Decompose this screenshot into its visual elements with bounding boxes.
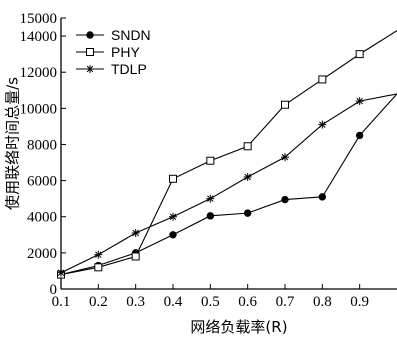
marker-tdlp <box>318 120 327 129</box>
y-tick-label: 10000 <box>20 101 58 117</box>
y-tick-label: 8000 <box>27 137 57 153</box>
marker-phy <box>131 252 140 261</box>
series-line-sndn <box>60 93 397 276</box>
marker-phy <box>94 263 103 272</box>
marker-phy <box>86 48 94 56</box>
y-tick-label: 6000 <box>27 174 57 190</box>
legend-item-tdlp: TDLP <box>76 61 147 77</box>
legend-label: SNDN <box>111 27 151 43</box>
x-tick-label: 0.9 <box>350 294 369 310</box>
axes: 0.1 0.2 0.3 0.4 0.5 0.6 0.7 0.8 0.9 0 2000 4000 6000… <box>20 11 397 310</box>
marker-sndn <box>355 131 364 140</box>
y-tick-label: 14000 <box>20 29 58 45</box>
x-axis-title: 网络负载率(R) <box>190 318 287 336</box>
marker-tdlp <box>355 97 364 106</box>
y-tick-label: 4000 <box>27 210 57 226</box>
marker-tdlp <box>57 268 65 277</box>
marker-tdlp <box>86 65 94 73</box>
marker-tdlp <box>281 153 289 162</box>
marker-sndn <box>281 195 289 204</box>
x-tick-label: 0.4 <box>164 294 183 310</box>
marker-sndn <box>86 31 94 39</box>
x-tick-label: 0.3 <box>126 294 145 310</box>
series-layer <box>57 30 397 279</box>
marker-sndn <box>318 193 327 201</box>
marker-phy <box>206 156 215 165</box>
legend-item-phy: PHY <box>76 44 140 60</box>
legend-label: PHY <box>111 44 140 60</box>
x-tick-label: 0.2 <box>89 294 108 310</box>
x-tick-label: 0.7 <box>276 294 295 310</box>
legend-label: TDLP <box>111 61 147 77</box>
y-tick-label: 12000 <box>20 65 58 81</box>
series-line-phy <box>60 30 397 276</box>
y-tick-label: 15000 <box>20 11 58 27</box>
x-tick-label: 0.6 <box>238 294 257 310</box>
marker-tdlp <box>206 194 215 203</box>
legend-item-sndn: SNDN <box>76 27 151 43</box>
y-axis-title: 使用联络时间总量/s <box>4 77 22 210</box>
marker-tdlp <box>94 250 103 259</box>
marker-phy <box>281 100 289 109</box>
y-tick-label: 0 <box>50 282 58 298</box>
x-tick-label: 0.8 <box>313 294 332 310</box>
marker-phy <box>243 142 252 151</box>
y-tick-label: 2000 <box>27 246 57 262</box>
marker-phy <box>318 75 327 84</box>
series-line-tdlp <box>60 93 397 274</box>
marker-phy <box>169 174 177 183</box>
marker-sndn <box>243 209 252 217</box>
x-tick-label: 0.5 <box>201 294 220 310</box>
marker-tdlp <box>243 172 252 181</box>
marker-tdlp <box>169 212 177 221</box>
marker-sndn <box>169 231 177 239</box>
marker-tdlp <box>131 228 140 237</box>
marker-sndn <box>206 212 215 220</box>
marker-phy <box>355 50 364 59</box>
x-tick-label: 0.1 <box>52 294 71 310</box>
